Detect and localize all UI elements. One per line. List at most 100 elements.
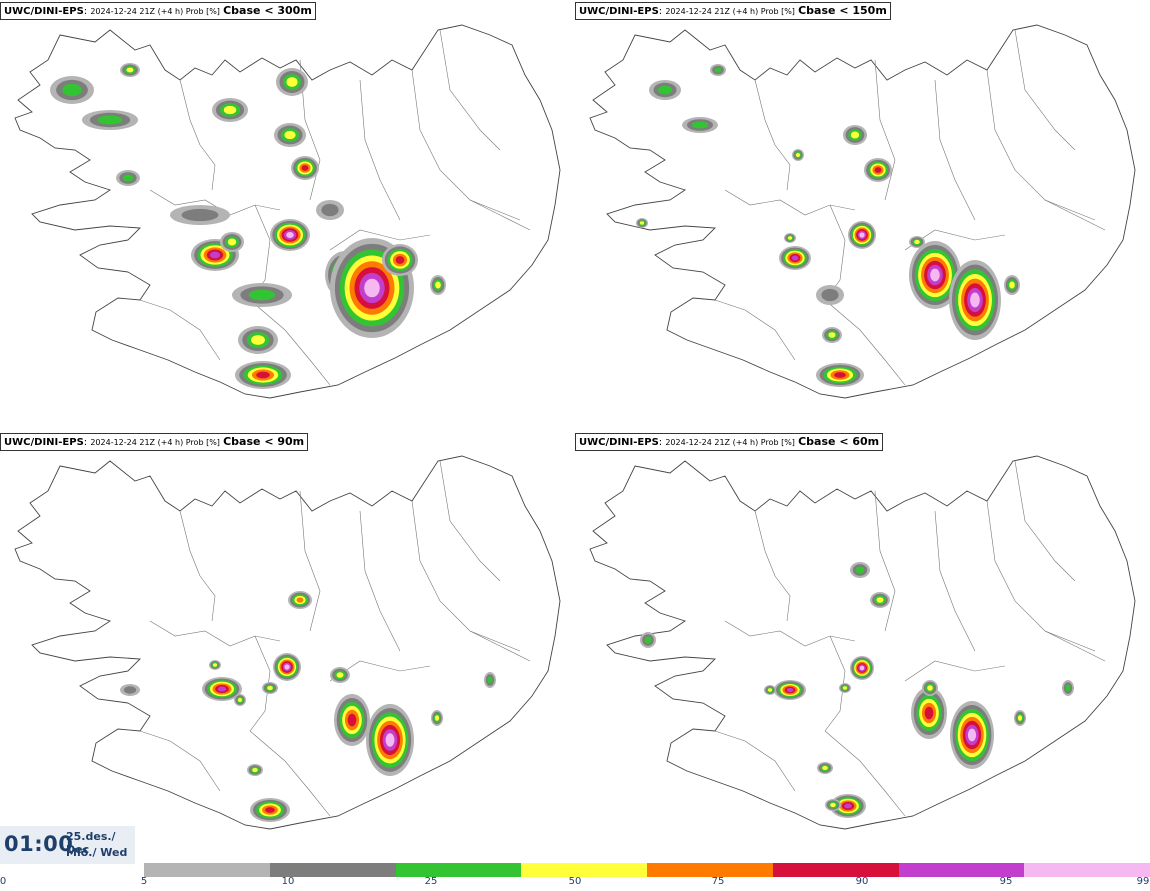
probability-contour [385,733,395,747]
probability-contour [212,663,218,667]
probability-contour [336,672,344,678]
probability-contour [284,664,290,670]
probability-contour [347,713,357,727]
iceland-map [14,455,561,830]
valid-time-box: 01:00 25.des./ Dec Mið./ Wed [0,826,135,864]
probability-contour [301,165,309,171]
iceland-map [589,455,1136,830]
probability-contour [787,236,793,240]
region-boundary [299,490,321,632]
region-boundary [824,730,906,817]
probability-contour [795,152,801,158]
probability-contour [227,238,237,246]
model-name: UWC/DINI-EPS [579,6,659,17]
probability-contour [251,335,265,345]
colorbar-tick-label: 5 [140,876,148,887]
probability-contour [267,685,273,691]
probability-contour [1009,281,1015,289]
region-boundary [199,575,216,622]
probability-contour [970,292,980,308]
region-boundary [329,229,431,251]
probability-contour [265,807,275,813]
region-boundary [934,79,976,221]
run-info: 2024-12-24 21Z (+4 h) Prob [%] [90,7,220,16]
probability-contour [487,676,493,684]
region-boundary [439,460,501,582]
colorbar-segment [772,863,899,877]
probability-contour [874,167,882,173]
region-boundary [249,299,331,386]
probability-contour [209,251,221,259]
colorbar-tick-label: 0 [0,876,7,887]
run-info: 2024-12-24 21Z (+4 h) Prob [%] [665,7,795,16]
region-boundary [754,510,776,577]
variable-name: Cbase < 300m [223,4,312,17]
colorbar-segment [521,863,647,877]
colorbar-segment [144,863,270,877]
colorbar-tick-label: 25 [424,876,438,887]
valid-weekday: Mið./ Wed [66,846,128,859]
probability-contour [692,121,708,129]
probability-contour [434,715,440,721]
variable-name: Cbase < 150m [798,4,887,17]
probability-contour [126,67,134,73]
panel-title: UWC/DINI-EPS: 2024-12-24 21Z (+4 h) Prob… [575,433,884,451]
probability-contour [967,728,977,742]
region-boundary [1044,630,1106,662]
region-boundary [469,630,531,662]
probability-contour [842,686,848,690]
probability-contour [296,597,304,603]
region-boundary [874,490,896,632]
run-info: 2024-12-24 21Z (+4 h) Prob [%] [665,438,795,447]
valid-time: 01:00 [4,832,74,856]
probability-contour [435,281,441,289]
probability-contour [223,105,237,115]
probability-contour [844,803,852,809]
region-boundary [359,510,401,652]
map-panel-cbase-150: UWC/DINI-EPS: 2024-12-24 21Z (+4 h) Prob… [575,0,1150,430]
region-boundary [824,299,906,386]
probability-contour [714,67,722,73]
probability-contour [256,371,270,379]
colorbar-segment [395,863,522,877]
probability-contour [364,278,380,298]
probability-contour [1065,684,1071,692]
region-boundary [724,620,856,647]
probability-contour [767,688,773,692]
probability-contour [181,208,219,222]
probability-contour [284,130,296,140]
colorbar-segment [1024,863,1150,877]
region-boundary [469,199,531,231]
region-boundary [199,144,216,191]
run-info: 2024-12-24 21Z (+4 h) Prob [%] [90,438,220,447]
panel-title: UWC/DINI-EPS: 2024-12-24 21Z (+4 h) Prob… [0,2,316,20]
model-name: UWC/DINI-EPS [4,6,84,17]
region-boundary [874,59,896,201]
region-boundary [724,189,856,216]
probability-contour [834,372,846,378]
colorbar-tick-label: 50 [568,876,582,887]
colorbar-tick-label: 90 [855,876,869,887]
region-boundary [179,510,201,577]
region-boundary [1014,460,1076,582]
valid-date: 25.des./ Dec [66,830,116,856]
region-boundary [774,575,791,622]
coastline [589,455,1136,830]
probability-contour [914,239,920,245]
region-boundary [934,510,976,652]
probability-contour [859,232,865,238]
colorbar-tick-label: 99 [1136,876,1150,887]
probability-contour [828,332,836,338]
probability-contour [930,268,940,282]
iceland-map [14,24,561,399]
region-boundary [714,299,796,361]
colorbar-segment [647,863,773,877]
probability-contour [395,256,405,264]
region-boundary [139,730,221,792]
colorbar-segment [269,863,396,877]
probability-contour [62,83,82,97]
region-boundary [139,299,221,361]
region-boundary [439,29,501,151]
probability-contour [876,597,884,603]
map-panel-cbase-90: UWC/DINI-EPS: 2024-12-24 21Z (+4 h) Prob… [0,431,575,861]
